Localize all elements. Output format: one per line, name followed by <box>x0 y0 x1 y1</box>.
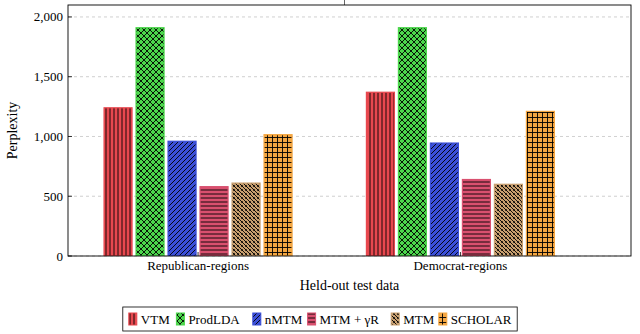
legend-label: nMTM <box>265 312 303 327</box>
bar <box>168 141 196 256</box>
x-tick <box>460 252 461 256</box>
bar <box>494 184 522 256</box>
tick-label: 0 <box>57 249 64 264</box>
tick <box>68 136 72 137</box>
chart: 0 500 1,000 1,500 2,000 Republican-regions Dem… <box>0 0 640 334</box>
tick <box>68 76 72 77</box>
grid-line <box>68 16 631 17</box>
bar <box>430 143 458 256</box>
bar <box>526 111 554 256</box>
legend-swatch <box>439 313 447 325</box>
bar <box>104 108 132 256</box>
x-tick <box>198 252 199 256</box>
bars <box>104 28 554 256</box>
category-label: Democrat-regions <box>413 258 507 273</box>
frame-tick <box>344 0 345 5</box>
tick <box>68 196 72 197</box>
legend-label: ProdLDA <box>188 312 240 327</box>
bar <box>366 92 394 256</box>
legend-box <box>123 307 517 331</box>
bar <box>136 28 164 256</box>
legend-label: MTM <box>403 312 435 327</box>
tick-label: 500 <box>44 189 64 204</box>
legend-label: SCHOLAR <box>451 312 512 327</box>
legend-swatch <box>308 313 316 325</box>
legend-swatch <box>253 313 261 325</box>
bar <box>398 28 426 256</box>
bar <box>462 180 490 256</box>
legend-swatch <box>391 313 399 325</box>
legend-swatch <box>176 313 184 325</box>
y-axis-label: Perplexity <box>5 102 20 160</box>
legend-label: VTM <box>141 312 170 327</box>
tick-label: 2,000 <box>34 9 63 24</box>
bar <box>264 135 292 256</box>
tick <box>68 16 72 17</box>
legend-label: MTM + γR <box>320 312 380 327</box>
legend-swatch <box>129 313 137 325</box>
x-axis-label: Held-out test data <box>300 278 400 293</box>
tick-label: 1,500 <box>34 69 63 84</box>
legend: VTM ProdLDA nMTM MTM + γR MTM SCHOLAR <box>123 307 517 331</box>
bar <box>232 183 260 256</box>
tick-label: 1,000 <box>34 129 63 144</box>
bar <box>200 187 228 256</box>
category-label: Republican-regions <box>147 258 249 273</box>
plot-frame <box>68 5 631 256</box>
